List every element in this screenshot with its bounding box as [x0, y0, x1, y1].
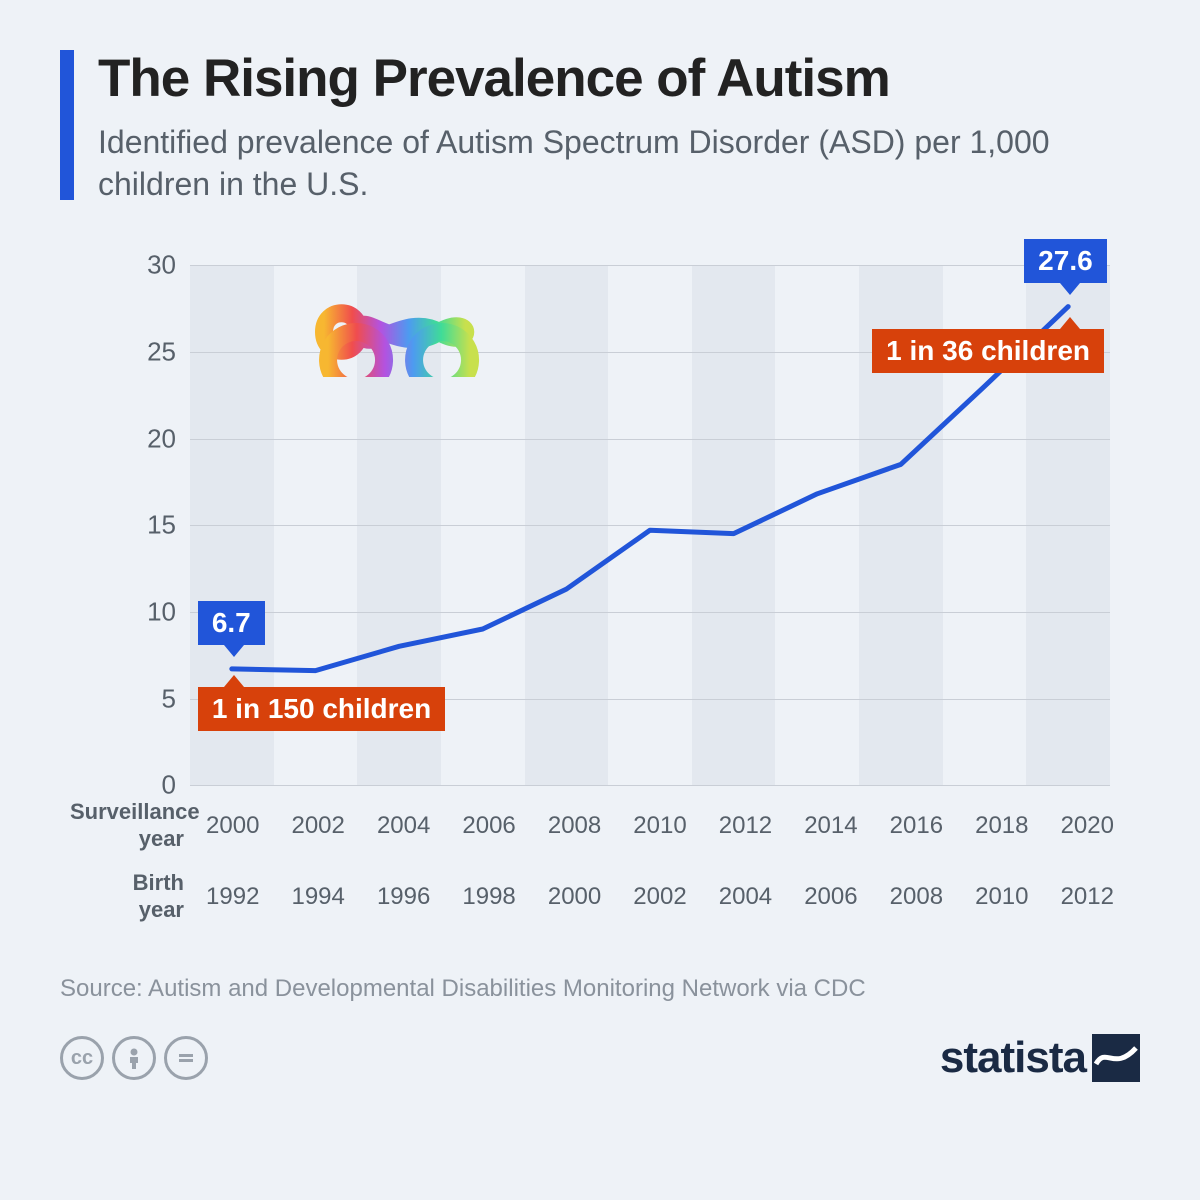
cc-by-icon: [112, 1036, 156, 1080]
chart-title: The Rising Prevalence of Autism: [98, 50, 1140, 108]
x-tick-label: 2000: [532, 883, 617, 911]
statista-logo: statista: [940, 1033, 1140, 1083]
callout-first-tip-icon: [224, 645, 244, 657]
x-tick-label: 1996: [361, 883, 446, 911]
infinity-rainbow-icon: [314, 287, 484, 377]
x-tick-label: 1994: [275, 883, 360, 911]
x-tick-label: 2010: [959, 883, 1044, 911]
x-tick-label: 1998: [446, 883, 531, 911]
callout-last-value: 27.6: [1024, 239, 1107, 283]
callout-last-tip-icon: [1060, 283, 1080, 295]
x-tick-label: 2016: [874, 812, 959, 840]
source-text: Source: Autism and Developmental Disabil…: [60, 975, 1140, 1003]
callout-last-note: 1 in 36 children: [872, 329, 1104, 373]
cc-license-icons: cc: [60, 1036, 208, 1080]
x-tick-label: 2014: [788, 812, 873, 840]
statista-wave-icon: [1092, 1034, 1140, 1082]
callout-first-note-tip-icon: [224, 675, 244, 687]
x-tick-label: 2006: [788, 883, 873, 911]
x-axis-row-surveillance: Surveillanceyear200020022004200620082010…: [70, 799, 1130, 852]
statista-wordmark: statista: [940, 1033, 1086, 1083]
gridline: [190, 785, 1110, 786]
callout-last-note-tip-icon: [1060, 317, 1080, 329]
chart-subtitle: Identified prevalence of Autism Spectrum…: [98, 122, 1140, 205]
y-tick-label: 30: [147, 250, 176, 281]
x-axis-row-birth: Birthyear1992199419961998200020022004200…: [70, 870, 1130, 923]
x-tick-label: 2004: [703, 883, 788, 911]
x-tick-label: 2008: [874, 883, 959, 911]
x-axis: Surveillanceyear200020022004200620082010…: [70, 799, 1130, 923]
footer: cc statista: [60, 1033, 1140, 1083]
callout-first-value: 6.7: [198, 601, 265, 645]
y-tick-label: 5: [162, 683, 176, 714]
x-tick-label: 2012: [703, 812, 788, 840]
line-chart: 051015202530 6.7 1 in 150 children 27.6 …: [70, 245, 1130, 925]
x-tick-label: 2006: [446, 812, 531, 840]
y-tick-label: 25: [147, 337, 176, 368]
x-tick-label: 2018: [959, 812, 1044, 840]
x-tick-label: 2012: [1045, 883, 1130, 911]
y-tick-label: 20: [147, 423, 176, 454]
x-axis-row-surveillance-label: Surveillanceyear: [70, 799, 184, 852]
x-tick-label: 2002: [275, 812, 360, 840]
y-tick-label: 10: [147, 597, 176, 628]
x-tick-label: 2002: [617, 883, 702, 911]
x-tick-label: 2020: [1045, 812, 1130, 840]
x-tick-label: 2008: [532, 812, 617, 840]
y-tick-label: 15: [147, 510, 176, 541]
accent-bar: [60, 50, 74, 200]
x-tick-label: 2004: [361, 812, 446, 840]
x-tick-label: 1992: [190, 883, 275, 911]
y-tick-label: 0: [162, 770, 176, 801]
header: The Rising Prevalence of Autism Identifi…: [60, 50, 1140, 205]
x-tick-label: 2010: [617, 812, 702, 840]
cc-icon: cc: [60, 1036, 104, 1080]
x-tick-label: 2000: [190, 812, 275, 840]
x-axis-row-birth-label: Birthyear: [70, 870, 184, 923]
cc-nd-icon: [164, 1036, 208, 1080]
callout-first-note: 1 in 150 children: [198, 687, 445, 731]
